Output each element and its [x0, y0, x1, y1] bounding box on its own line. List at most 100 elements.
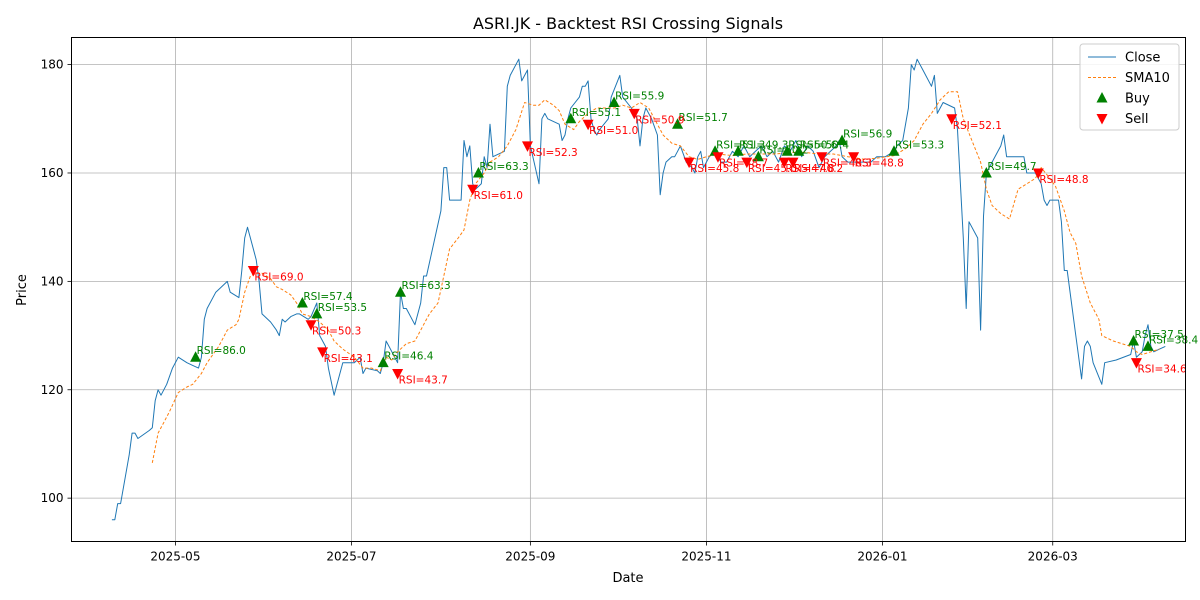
close-line	[111, 58, 1166, 521]
sell-rsi-label: RSI=69.0	[254, 272, 303, 284]
buy-rsi-label: RSI=37.5	[1135, 329, 1184, 341]
sell-marker	[247, 266, 259, 277]
y-tick-label: 120	[41, 383, 64, 397]
sell-rsi-label: RSI=48.8	[1039, 174, 1088, 186]
buy-marker	[608, 96, 620, 108]
legend: Close SMA10 Buy Sell	[1079, 43, 1180, 131]
legend-box	[1079, 43, 1180, 131]
sell-marker	[1130, 358, 1142, 369]
sell-marker	[467, 184, 479, 196]
sell-marker	[305, 320, 317, 331]
sma-line	[151, 91, 1160, 463]
sell-rsi-label: RSI=48.3	[823, 158, 872, 170]
legend-label-sell: Sell	[1125, 112, 1148, 127]
sell-marker	[778, 157, 790, 169]
buy-rsi-label: RSI=46.4	[384, 351, 434, 363]
buy-rsi-label: RSI=51.7	[679, 112, 728, 124]
y-tick-label: 160	[41, 166, 64, 180]
buy-marker	[980, 166, 992, 178]
sell-rsi-label: RSI=34.6	[1137, 364, 1187, 376]
sell-rsi-label: RSI=43.7	[399, 375, 448, 387]
buy-marker	[781, 145, 793, 156]
sell-marker	[848, 152, 860, 163]
sell-rsi-label: RSI=48.7	[719, 158, 768, 170]
buy-marker	[672, 118, 684, 129]
buy-marker	[311, 307, 323, 319]
sell-marker	[683, 157, 695, 169]
x-tick-label: 2025-09	[505, 550, 555, 564]
legend-label-sma: SMA10	[1125, 71, 1170, 86]
buy-rsi-label: RSI=50.4	[800, 139, 850, 151]
legend-swatch-sell	[1096, 114, 1108, 125]
buy-marker	[1142, 340, 1154, 351]
buy-rsi-label: RSI=50.6	[788, 139, 838, 151]
chart-title: ASRI.JK - Backtest RSI Crossing Signals	[473, 14, 783, 33]
y-tick-label: 140	[41, 274, 64, 288]
buy-marker	[888, 145, 900, 156]
y-axis-label: Price	[15, 274, 30, 306]
buy-marker	[190, 351, 202, 362]
buy-rsi-label: RSI=38.4	[1149, 334, 1199, 346]
x-tick-label: 2026-03	[1028, 550, 1078, 564]
sell-marker	[787, 157, 799, 169]
sell-marker	[712, 152, 724, 163]
buy-marker	[752, 150, 764, 162]
y-tick-label: 100	[41, 491, 64, 505]
buy-rsi-label: RSI=53.3	[895, 139, 944, 151]
sell-marker	[816, 152, 828, 163]
sell-rsi-label: RSI=61.0	[474, 190, 523, 202]
buy-rsi-label: RSI=49.7	[987, 161, 1036, 173]
sell-rsi-label: RSI=50.9	[635, 114, 684, 126]
axes-frame	[71, 37, 1186, 542]
sell-rsi-label: RSI=47.8	[785, 163, 834, 175]
buy-rsi-label: RSI=49.3	[739, 139, 788, 151]
buy-marker	[296, 297, 308, 308]
buy-rsi-label: RSI=63.3	[402, 280, 451, 292]
buy-rsi-label: RSI=55.1	[572, 107, 621, 119]
x-tick-label: 2026-01	[857, 550, 907, 564]
sell-rsi-label: RSI=43.1	[324, 353, 373, 365]
buy-rsi-label: RSI=51.3	[716, 139, 765, 151]
sell-rsi-label: RSI=45.8	[690, 163, 739, 175]
axis-ticks: 2025-05 2025-07 2025-09 2025-11 2026-01 2026-…	[41, 58, 1078, 564]
buy-rsi-label: RSI=63.3	[479, 161, 528, 173]
grid	[71, 37, 1186, 542]
buy-rsi-label: RSI=53.5	[318, 302, 367, 314]
sell-marker	[582, 119, 594, 131]
sell-marker	[1032, 168, 1044, 179]
legend-label-buy: Buy	[1125, 92, 1150, 107]
x-axis-label: Date	[612, 571, 643, 586]
buy-marker	[793, 145, 805, 156]
buy-marker	[377, 356, 389, 368]
buy-marker	[472, 166, 484, 178]
buy-rsi-label: RSI=57.4	[303, 291, 353, 303]
sell-marker	[521, 141, 533, 152]
x-tick-label: 2025-11	[681, 550, 731, 564]
x-tick-label: 2025-05	[150, 550, 200, 564]
sell-marker	[392, 369, 404, 380]
buy-marker	[395, 286, 407, 297]
buy-rsi-label: RSI=55.9	[615, 91, 664, 103]
buy-marker	[1128, 334, 1140, 346]
sell-rsi-label: RSI=46.2	[794, 163, 843, 175]
buy-rsi-label: RSI=56.9	[843, 128, 892, 140]
sell-marker	[317, 347, 329, 358]
sell-rsi-label: RSI=48.8	[855, 158, 904, 170]
sell-marker	[741, 157, 753, 169]
buy-marker	[732, 145, 744, 156]
buy-rsi-label: RSI=86.0	[197, 345, 246, 357]
legend-swatch-buy	[1096, 92, 1108, 103]
sell-marker	[628, 108, 640, 120]
sell-rsi-label: RSI=52.3	[528, 147, 577, 159]
buy-marker	[565, 112, 577, 124]
sell-marker	[946, 114, 958, 125]
y-tick-label: 180	[41, 58, 64, 72]
sell-rsi-label: RSI=52.1	[953, 120, 1002, 132]
sell-rsi-label: RSI=51.0	[589, 125, 638, 137]
sell-rsi-label: RSI=50.3	[312, 326, 361, 338]
x-tick-label: 2025-07	[326, 550, 376, 564]
buy-marker	[836, 134, 848, 145]
legend-label-close: Close	[1125, 51, 1160, 66]
